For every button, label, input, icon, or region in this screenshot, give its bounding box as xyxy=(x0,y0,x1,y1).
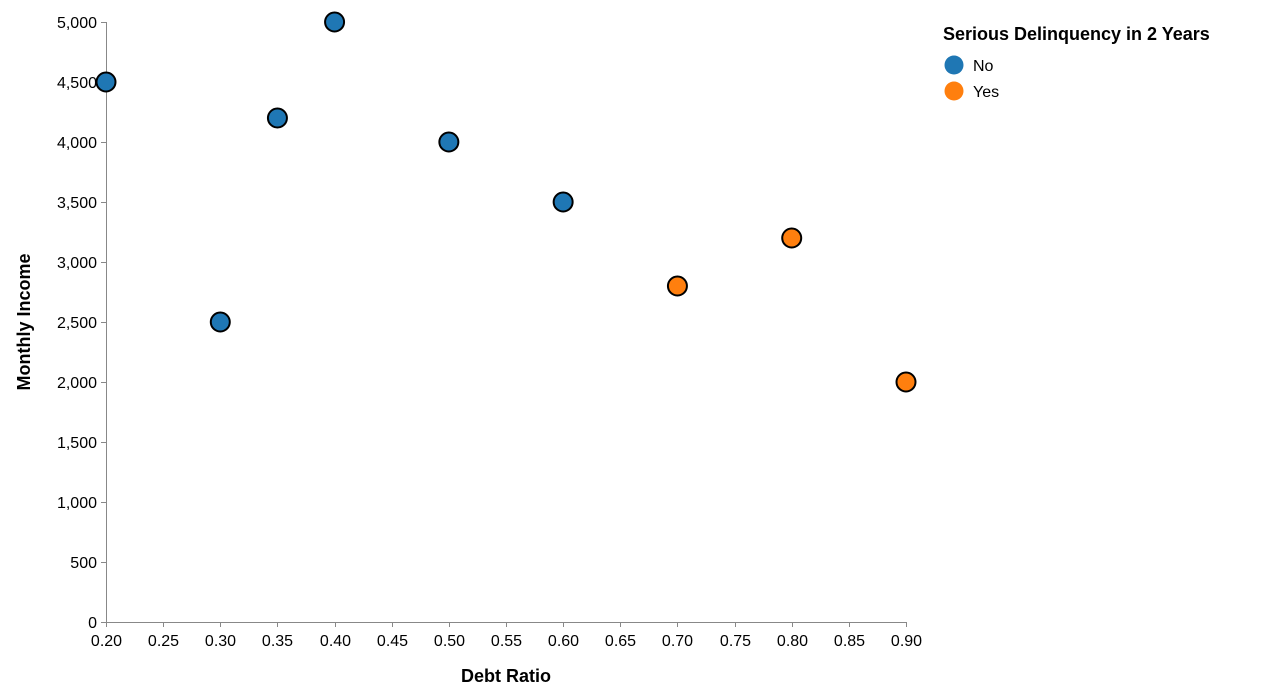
legend-title: Serious Delinquency in 2 Years xyxy=(943,24,1210,44)
x-tick-label: 0.90 xyxy=(891,633,922,650)
y-axis: 0 500 1,000 1,500 2,000 2,500 3,000 3,500 4,000 4… xyxy=(57,15,107,632)
data-point xyxy=(266,107,288,129)
x-tick-label: 0.30 xyxy=(205,633,236,650)
x-tick-label: 0.70 xyxy=(662,633,693,650)
data-points xyxy=(95,11,917,393)
y-tick-label: 2,500 xyxy=(57,315,97,332)
y-tick-label: 3,000 xyxy=(57,255,97,272)
x-tick-label: 0.85 xyxy=(834,633,865,650)
y-axis-title: Monthly Income xyxy=(14,253,34,390)
data-point xyxy=(552,191,574,213)
x-tick-label: 0.60 xyxy=(548,633,579,650)
legend-symbol xyxy=(944,81,964,101)
x-tick-label: 0.25 xyxy=(148,633,179,650)
x-tick-label: 0.75 xyxy=(720,633,751,650)
y-tick-label: 3,500 xyxy=(57,195,97,212)
data-point xyxy=(209,311,231,333)
x-tick-label: 0.65 xyxy=(605,633,636,650)
y-tick-label: 0 xyxy=(88,615,97,632)
data-point xyxy=(95,71,117,93)
x-tick-label: 0.35 xyxy=(262,633,293,650)
x-tick-label: 0.55 xyxy=(491,633,522,650)
data-point xyxy=(666,275,688,297)
y-tick-label: 500 xyxy=(70,555,97,572)
legend-label: Yes xyxy=(973,84,999,101)
y-tick-label: 2,000 xyxy=(57,375,97,392)
y-tick-label: 4,000 xyxy=(57,135,97,152)
y-tick-label: 1,000 xyxy=(57,495,97,512)
x-tick-label: 0.50 xyxy=(434,633,465,650)
data-point xyxy=(895,371,917,393)
data-point xyxy=(324,11,346,33)
x-tick-label: 0.40 xyxy=(320,633,351,650)
y-tick-label: 4,500 xyxy=(57,75,97,92)
x-tick-label: 0.80 xyxy=(777,633,808,650)
data-point xyxy=(438,131,460,153)
x-tick-label: 0.20 xyxy=(91,633,122,650)
y-tick-label: 1,500 xyxy=(57,435,97,452)
legend: Serious Delinquency in 2 Years No Yes xyxy=(943,24,1210,101)
x-tick-label: 0.45 xyxy=(377,633,408,650)
legend-label: No xyxy=(973,58,994,75)
legend-entries: No Yes xyxy=(944,55,999,101)
data-point xyxy=(781,227,803,249)
x-axis-title: Debt Ratio xyxy=(461,666,551,686)
x-axis: 0.20 0.25 0.30 0.35 0.40 0.45 0.50 0.55 0.60 0.65… xyxy=(91,622,922,650)
legend-symbol xyxy=(944,55,964,75)
y-tick-label: 5,000 xyxy=(57,15,97,32)
